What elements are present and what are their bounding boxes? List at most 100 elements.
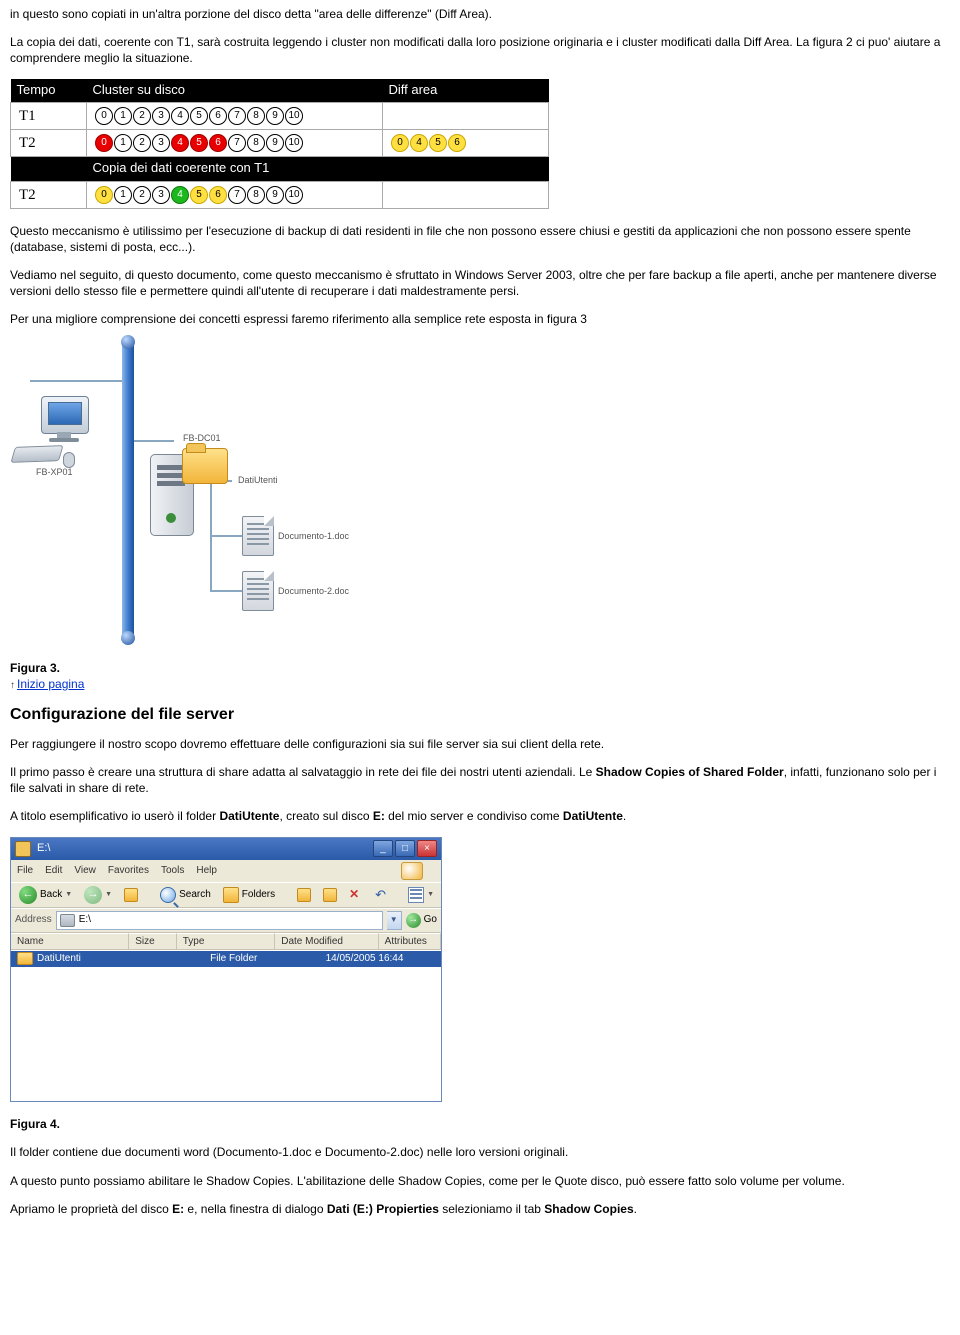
col-type[interactable]: Type: [177, 933, 276, 950]
pex-a: A titolo esemplificativo io userò il fol…: [10, 809, 219, 823]
col-size[interactable]: Size: [129, 933, 177, 950]
drive-small-icon: [60, 914, 75, 927]
cell-date: 14/05/2005 16:44: [320, 951, 441, 967]
menu-tools[interactable]: Tools: [161, 864, 184, 878]
para-share: Il primo passo è creare una struttura di…: [10, 764, 950, 796]
po-b3: Shadow Copies: [544, 1202, 633, 1216]
server-icon: [150, 450, 220, 540]
para-figura2: La copia dei dati, coerente con T1, sarà…: [10, 34, 950, 66]
pex-b1: DatiUtente: [219, 809, 279, 823]
windows-logo-icon: [401, 862, 423, 880]
cell-t2a-diff: 0456: [383, 130, 549, 157]
close-button[interactable]: ×: [417, 840, 437, 857]
menu-edit[interactable]: Edit: [45, 864, 62, 878]
copy-icon: [323, 888, 337, 902]
th-disco: Cluster su disco: [87, 79, 383, 103]
menu-favorites[interactable]: Favorites: [108, 864, 149, 878]
pex-c: , creato sul disco: [279, 809, 372, 823]
search-button[interactable]: Search: [156, 886, 215, 904]
go-icon: →: [406, 913, 421, 928]
cell-t2a-disks: 012345678910: [87, 130, 383, 157]
network-backbone: [122, 340, 134, 640]
move-button[interactable]: [293, 887, 315, 903]
address-field[interactable]: E:\: [56, 911, 383, 930]
maximize-button[interactable]: □: [395, 840, 415, 857]
menu-view[interactable]: View: [74, 864, 96, 878]
po-b1: E:: [172, 1202, 184, 1216]
cell-type: File Folder: [204, 951, 319, 967]
para-folder: Il folder contiene due documenti word (D…: [10, 1144, 950, 1160]
views-button[interactable]: ▼: [404, 886, 438, 904]
cell-t2b: T2: [11, 181, 87, 208]
cell-t1-diff: [383, 103, 549, 130]
th-sub: Copia dei dati coerente con T1: [87, 157, 549, 182]
folders-button[interactable]: Folders: [219, 886, 279, 904]
go-button[interactable]: → Go: [406, 913, 437, 928]
col-date[interactable]: Date Modified: [275, 933, 378, 950]
top-link[interactable]: Inizio pagina: [17, 677, 84, 691]
po-b2: Dati (E:) Propierties: [327, 1202, 439, 1216]
cell-t2b-disks: 012345678910: [87, 181, 383, 208]
doc1-icon: [242, 516, 274, 556]
branch-doc2: [212, 590, 242, 592]
drive-icon: [15, 841, 31, 857]
undo-icon: ↶: [375, 886, 386, 904]
pc-icon: [15, 396, 105, 466]
para-backup: Questo meccanismo è utilissimo per l'ese…: [10, 223, 950, 255]
col-attr[interactable]: Attributes: [379, 933, 441, 950]
back-icon: ←: [19, 886, 37, 904]
folders-label: Folders: [242, 888, 275, 902]
th-diff: Diff area: [383, 79, 549, 103]
menu-file[interactable]: File: [17, 864, 33, 878]
address-label: Address: [15, 913, 52, 927]
pc-label: FB-XP01: [36, 466, 73, 478]
pex-e: .: [623, 809, 626, 823]
fig3-caption: Figura 3.: [10, 661, 60, 675]
explorer-addressbar: Address E:\ ▼ → Go: [11, 908, 441, 933]
para-diff-area: in questo sono copiati in un'altra porzi…: [10, 6, 950, 22]
undo-button[interactable]: ↶: [371, 885, 390, 905]
doc2-label: Documento-2.doc: [278, 585, 349, 597]
explorer-body: DatiUtenti File Folder 14/05/2005 16:44: [11, 950, 441, 1101]
up-folder-icon: [124, 888, 138, 902]
para-ws2003: Vediamo nel seguito, di questo documento…: [10, 267, 950, 299]
explorer-window: E:\ _ □ × File Edit View Favorites Tools…: [10, 837, 442, 1103]
back-label: Back: [40, 888, 62, 902]
cell-t1: T1: [11, 103, 87, 130]
explorer-title: E:\: [37, 841, 50, 856]
minimize-button[interactable]: _: [373, 840, 393, 857]
explorer-titlebar: E:\ _ □ ×: [11, 838, 441, 860]
copy-button[interactable]: [319, 887, 341, 903]
search-icon: [160, 887, 176, 903]
views-icon: [408, 887, 424, 903]
row-name: DatiUtenti: [37, 953, 81, 964]
cell-name: DatiUtenti: [11, 951, 150, 967]
search-label: Search: [179, 888, 211, 902]
para-conf: Per raggiungere il nostro scopo dovremo …: [10, 736, 950, 752]
table-row[interactable]: DatiUtenti File Folder 14/05/2005 16:44: [11, 951, 441, 967]
pex-d: del mio server e condiviso come: [385, 809, 563, 823]
back-button[interactable]: ← Back ▼: [15, 885, 76, 905]
po-c: selezioniamo il tab: [439, 1202, 544, 1216]
up-arrow-icon: ↑: [10, 680, 15, 691]
up-button[interactable]: [120, 887, 142, 903]
menu-help[interactable]: Help: [196, 864, 217, 878]
col-name[interactable]: Name: [11, 933, 129, 950]
cell-t1-disks: 012345678910: [87, 103, 383, 130]
para-fig3-ref: Per una migliore comprensione dei concet…: [10, 311, 950, 327]
row-folder-icon: [17, 952, 33, 965]
branch-server: [134, 440, 174, 442]
para-open: Apriamo le proprietà del disco E: e, nel…: [10, 1201, 950, 1217]
para-share-a: Il primo passo è creare una struttura di…: [10, 765, 596, 779]
network-diagram: FB-XP01 FB-DC01 DatiUtenti Documento-1.d…: [10, 340, 410, 650]
delete-icon: ✕: [349, 888, 363, 902]
th-empty: [11, 157, 87, 182]
address-dropdown[interactable]: ▼: [387, 911, 402, 930]
para-share-bold: Shadow Copies of Shared Folder: [596, 765, 784, 779]
explorer-columns: Name Size Type Date Modified Attributes: [11, 933, 441, 951]
delete-button[interactable]: ✕: [345, 887, 367, 903]
folder-label: DatiUtenti: [238, 474, 278, 486]
po-a: Apriamo le proprietà del disco: [10, 1202, 172, 1216]
fig4-caption: Figura 4.: [10, 1117, 60, 1131]
forward-button[interactable]: → ▼: [80, 885, 116, 905]
